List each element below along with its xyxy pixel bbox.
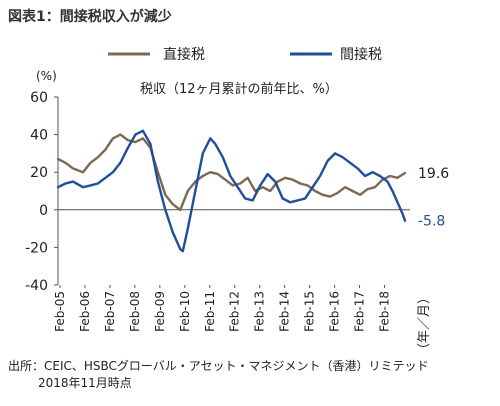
source-line-1: 出所：CEIC、HSBCグローバル・アセット・マネジメント（香港）リミテッド [8, 359, 429, 373]
x-tick-label: Feb-12 [228, 291, 242, 332]
x-tick-label: Feb-06 [78, 291, 92, 332]
figure-title: 図表1：間接税収入が減少 [8, 9, 172, 25]
series-layer [56, 129, 407, 253]
labels: (%) 税収（12ヶ月累計の前年比、%） （年／月） 19.6 -5.8 直接税 間接税 [36, 46, 449, 356]
y-tick-label: -20 [25, 240, 48, 256]
source-note: 出所：CEIC、HSBCグローバル・アセット・マネジメント（香港）リミテッド 2… [8, 358, 429, 392]
x-tick-label: Feb-05 [53, 291, 67, 332]
y-tick-label: 20 [30, 165, 48, 181]
x-tick-label: Feb-13 [253, 291, 267, 332]
x-tick-label: Feb-11 [203, 291, 217, 332]
x-tick-label: Feb-07 [103, 291, 117, 332]
series-line-direct-tax [56, 133, 407, 212]
axes: 60 40 20 0 -20 -40 Feb-05 Feb-06 Feb-07 Feb-08 Feb… [25, 90, 410, 332]
x-tick-label: Feb-18 [378, 291, 392, 332]
x-tick-label: Feb-10 [178, 291, 192, 332]
series-line-indirect-tax [56, 129, 407, 253]
x-axis-label: （年／月） [417, 291, 432, 356]
x-tick-label: Feb-09 [153, 291, 167, 332]
x-tick-label: Feb-17 [353, 291, 367, 332]
end-value-label: 19.6 [418, 166, 449, 182]
y-tick-label: -40 [25, 278, 48, 294]
source-line-2: 2018年11月時点 [38, 376, 132, 390]
end-value-label: -5.8 [418, 214, 445, 230]
chart-title: 税収（12ヶ月累計の前年比、%） [140, 81, 338, 97]
legend-label: 直接税 [163, 46, 205, 63]
y-axis-label: (%) [36, 69, 57, 83]
y-tick-label: 40 [30, 128, 48, 144]
x-tick-label: Feb-16 [328, 291, 342, 332]
x-tick-label: Feb-15 [303, 291, 317, 332]
x-tick-label: Feb-08 [128, 291, 142, 332]
legend-label: 間接税 [340, 46, 382, 63]
y-tick-label: 60 [30, 90, 48, 106]
y-tick-label: 0 [39, 203, 48, 219]
x-tick-label: Feb-14 [278, 291, 292, 332]
